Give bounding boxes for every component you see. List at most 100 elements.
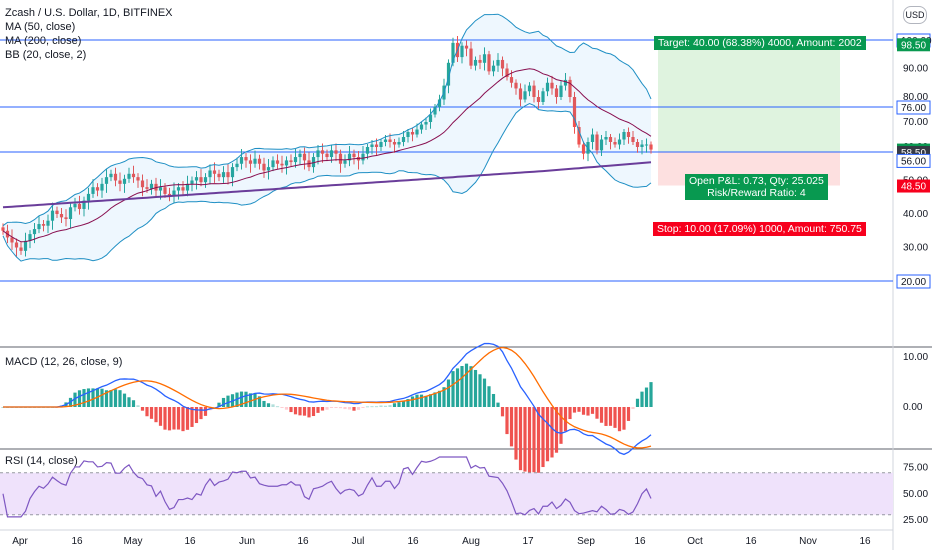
candle-body bbox=[316, 150, 320, 158]
macd-histogram-bar bbox=[293, 407, 298, 415]
macd-histogram-bar bbox=[185, 407, 190, 430]
ma200-legend: MA (200, close) bbox=[5, 35, 82, 47]
macd-histogram-bar bbox=[401, 401, 406, 407]
currency-button[interactable]: USD bbox=[903, 6, 927, 24]
macd-histogram-bar bbox=[176, 407, 181, 430]
macd-histogram-bar bbox=[190, 407, 194, 427]
macd-histogram-bar bbox=[388, 405, 392, 407]
rsi-line bbox=[2, 456, 652, 518]
time-tick-label: Jul bbox=[352, 536, 365, 547]
bb-legend: BB (20, close, 2) bbox=[5, 49, 87, 61]
candle-body bbox=[545, 82, 550, 92]
macd-histogram-bar bbox=[496, 402, 500, 407]
price-tick-label: 70.00 bbox=[903, 117, 928, 128]
signal-line bbox=[3, 346, 652, 449]
macd-histogram-bar bbox=[577, 407, 581, 412]
macd-histogram-bar bbox=[316, 407, 320, 413]
price-badge-label: 98.50 bbox=[901, 40, 926, 51]
candle-body bbox=[433, 107, 437, 115]
candle-body bbox=[199, 177, 203, 183]
candle-body bbox=[64, 217, 68, 220]
time-tick-label: 16 bbox=[745, 536, 757, 547]
price-badge-label: 20.00 bbox=[901, 277, 926, 288]
macd-histogram-bar bbox=[509, 407, 514, 447]
rsi-band bbox=[0, 472, 893, 515]
macd-histogram-bar bbox=[473, 369, 478, 407]
macd-histogram-bar bbox=[302, 407, 307, 416]
macd-histogram-bar bbox=[113, 389, 118, 407]
candle-body bbox=[469, 48, 473, 66]
macd-histogram-bar bbox=[262, 400, 266, 407]
candle-body bbox=[554, 88, 559, 97]
macd-histogram-bar bbox=[347, 407, 352, 410]
candle-body bbox=[100, 183, 104, 191]
macd-histogram-bar bbox=[487, 386, 491, 407]
macd-histogram-bar bbox=[379, 405, 383, 407]
candle-body bbox=[298, 153, 302, 158]
candle-body bbox=[388, 139, 392, 142]
macd-histogram-bar bbox=[217, 402, 221, 407]
candle-body bbox=[536, 97, 541, 102]
macd-histogram-bar bbox=[253, 393, 257, 407]
candle-body bbox=[253, 158, 257, 164]
ma50-legend: MA (50, close) bbox=[5, 21, 76, 33]
pnl-label: Open P&L: 0.73, Qty: 25.025 Risk/Reward … bbox=[685, 174, 828, 200]
macd-histogram-bar bbox=[568, 407, 572, 420]
macd-tick-label: 10.00 bbox=[903, 352, 928, 363]
macd-histogram-bar bbox=[158, 407, 163, 426]
macd-histogram-bar bbox=[505, 407, 509, 435]
candle-body bbox=[113, 173, 118, 181]
macd-histogram-bar bbox=[325, 407, 329, 410]
macd-histogram-bar bbox=[446, 379, 451, 407]
candle-body bbox=[559, 85, 563, 97]
candle-body bbox=[406, 132, 410, 137]
candle-body bbox=[145, 187, 149, 189]
macd-histogram-bar bbox=[523, 407, 527, 472]
bollinger-band-fill bbox=[3, 14, 651, 262]
macd-histogram-bar bbox=[550, 407, 554, 458]
candle-body bbox=[140, 180, 145, 188]
time-tick-label: May bbox=[124, 536, 143, 547]
time-tick-label: 16 bbox=[71, 536, 83, 547]
macd-histogram-bar bbox=[518, 407, 523, 471]
macd-histogram-bar bbox=[514, 407, 518, 460]
candle-body bbox=[505, 68, 509, 78]
price-tick-label: 90.00 bbox=[903, 64, 928, 75]
macd-histogram-bar bbox=[613, 407, 617, 428]
macd-histogram-bar bbox=[329, 407, 334, 408]
candle-body bbox=[518, 88, 523, 100]
candle-body bbox=[428, 114, 433, 122]
candle-body bbox=[334, 150, 338, 154]
macd-histogram-bar bbox=[266, 403, 271, 407]
candle-body bbox=[496, 59, 500, 66]
macd-histogram-bar bbox=[181, 407, 185, 432]
candle-body bbox=[136, 177, 140, 181]
ma200-line bbox=[2, 161, 652, 209]
macd-histogram-bar bbox=[559, 407, 563, 444]
candle-body bbox=[149, 183, 154, 189]
price-badge-label: 58.50 bbox=[901, 148, 926, 159]
macd-histogram-bar bbox=[415, 394, 419, 407]
time-tick-label: 16 bbox=[184, 536, 196, 547]
macd-histogram-bar bbox=[374, 406, 379, 408]
stop-label: Stop: 10.00 (17.09%) 1000, Amount: 750.7… bbox=[653, 222, 866, 236]
candle-body bbox=[217, 173, 221, 178]
macd-histogram-bar bbox=[203, 407, 208, 416]
macd-histogram-bar bbox=[640, 391, 644, 407]
candle-body bbox=[347, 153, 352, 161]
macd-histogram-bar bbox=[586, 407, 590, 416]
macd-histogram-bar bbox=[244, 391, 248, 407]
macd-histogram-bar bbox=[343, 407, 347, 410]
candle-body bbox=[14, 242, 19, 248]
time-tick-label: Aug bbox=[462, 536, 480, 547]
candle-body bbox=[523, 91, 527, 100]
macd-histogram-bar bbox=[419, 394, 424, 407]
candle-body bbox=[365, 147, 370, 154]
rsi-tick-label: 25.00 bbox=[903, 515, 928, 526]
candle-body bbox=[163, 187, 167, 194]
macd-histogram-bar bbox=[617, 407, 622, 432]
macd-histogram-bar bbox=[338, 407, 343, 409]
candle-body bbox=[293, 157, 298, 163]
candle-body bbox=[10, 237, 14, 243]
